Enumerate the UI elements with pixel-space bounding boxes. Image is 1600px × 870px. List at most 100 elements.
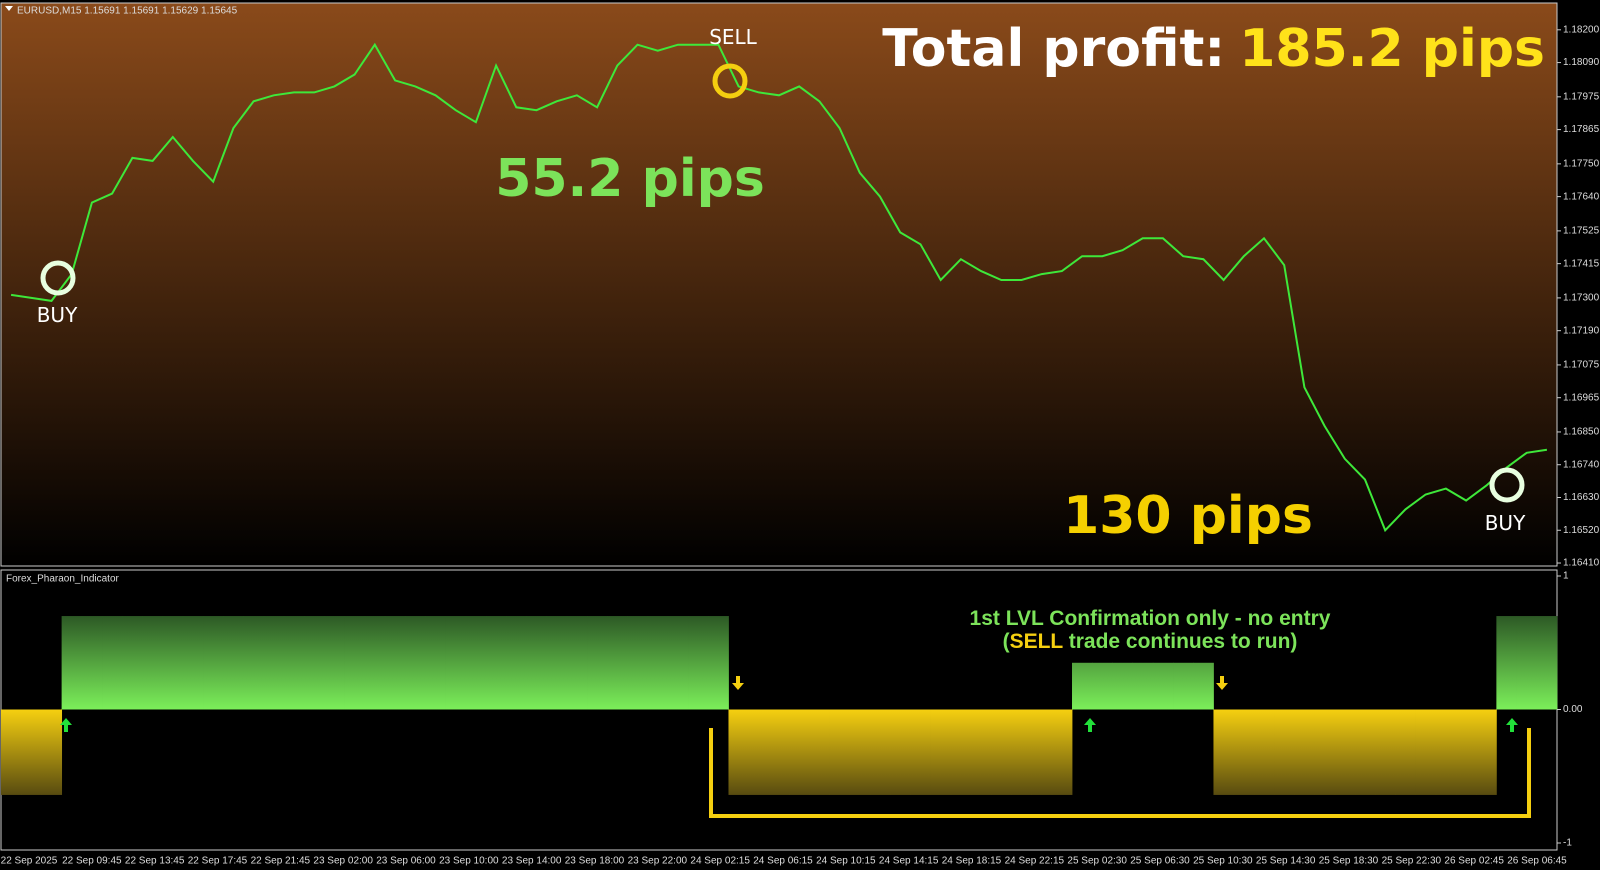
- indicator-bar: [1031, 709, 1053, 795]
- note-part: trade continues to run): [1063, 630, 1298, 653]
- x-tick-label: 26 Sep 02:45: [1444, 856, 1504, 867]
- indicator-bar: [1455, 709, 1477, 795]
- y-tick-label: 1.17525: [1563, 226, 1600, 237]
- indicator-bar: [142, 616, 164, 710]
- up-arrows: [60, 718, 1518, 732]
- x-tick-label: 23 Sep 22:00: [628, 856, 688, 867]
- buy-marker: [40, 260, 76, 296]
- main-border: [0, 2, 1558, 567]
- indicator-bar: [304, 616, 325, 710]
- indicator-bar: [1112, 662, 1134, 710]
- menu-triangle: [5, 6, 13, 11]
- indicator-group: [1, 616, 1558, 795]
- sell-marker: [712, 63, 748, 99]
- indicator-bar: [1233, 709, 1255, 795]
- x-tick-label: 25 Sep 22:30: [1382, 856, 1442, 867]
- x-tick-label: 25 Sep 02:30: [1067, 856, 1127, 867]
- indicator-title: Forex_Pharaon_Indicator: [6, 574, 120, 585]
- x-tick-label: 23 Sep 06:00: [376, 856, 436, 867]
- indicator-bar: [587, 616, 608, 710]
- indicator-bar: [950, 709, 972, 795]
- signal-label: BUY: [1485, 511, 1526, 535]
- price-group: [10, 42, 1548, 533]
- indicator-bar: [869, 709, 891, 795]
- indicator-bar: [81, 616, 103, 710]
- y-tick-label: 1.17415: [1563, 258, 1600, 269]
- profit-text: Total profit: 185.2 pips: [882, 19, 1545, 79]
- y-tick-label: 1.18200: [1563, 24, 1600, 35]
- x-tick-label: 24 Sep 22:15: [1005, 856, 1065, 867]
- x-tick-label: 24 Sep 14:15: [879, 856, 939, 867]
- y-tick-label: 1.17075: [1563, 360, 1600, 371]
- indicator-bar: [1415, 709, 1437, 795]
- indicator-bar: [506, 616, 527, 710]
- indicator-bar: [789, 709, 810, 795]
- annotation: 55.2 pips: [495, 149, 765, 209]
- indicator-bar: [728, 709, 750, 795]
- y-tick-label: 1.17975: [1563, 91, 1600, 102]
- profit-value: 185.2 pips: [1239, 19, 1545, 79]
- indicator-bar: [1496, 616, 1517, 710]
- indicator-bar: [243, 616, 265, 710]
- indicator-bar: [384, 616, 406, 710]
- indicator-bar: [1193, 662, 1214, 710]
- x-tick-label: 25 Sep 06:30: [1130, 856, 1190, 867]
- y-tick-label: 1.16850: [1563, 427, 1600, 438]
- x-tick-label: 24 Sep 06:15: [753, 856, 813, 867]
- down-arrows: [732, 676, 1228, 690]
- buy-marker: [1489, 467, 1525, 503]
- indicator-bar: [21, 709, 42, 795]
- indicator-bar: [1132, 662, 1154, 710]
- y-tick-label: 0.00: [1563, 704, 1583, 715]
- indicator-bar: [1152, 662, 1174, 710]
- y-tick-label: 1.16520: [1563, 525, 1600, 536]
- indicator-bar: [566, 616, 588, 710]
- x-tick-label: 23 Sep 14:00: [502, 856, 562, 867]
- up-arrow: [1506, 718, 1518, 732]
- down-arrow: [1216, 676, 1228, 690]
- note-part: (: [1003, 630, 1010, 653]
- indicator-bar: [1072, 662, 1093, 710]
- indicator-bar: [667, 616, 689, 710]
- indicator-bar: [708, 616, 729, 710]
- indicator-bar: [1334, 709, 1356, 795]
- y-tick-label: 1.17300: [1563, 293, 1600, 304]
- indicator-bar: [1536, 616, 1558, 710]
- symbol-header: EURUSD,M15 1.15691 1.15691 1.15629 1.156…: [17, 6, 238, 17]
- note-part: SELL: [1010, 630, 1064, 653]
- indicator-bar: [485, 616, 507, 710]
- y-tick-label: 1.17865: [1563, 124, 1600, 135]
- indicator-bar: [102, 616, 123, 710]
- signal-label: BUY: [37, 303, 78, 327]
- indicator-bar: [970, 709, 992, 795]
- x-tick-label: 25 Sep 14:30: [1256, 856, 1316, 867]
- indicator-bar: [1274, 709, 1295, 795]
- indicator-bar: [627, 616, 649, 710]
- x-tick-label: 24 Sep 18:15: [942, 856, 1002, 867]
- up-arrow: [1084, 718, 1096, 732]
- indicator-bar: [1354, 709, 1376, 795]
- y-tick-label: 1.16410: [1563, 558, 1600, 569]
- x-tick-label: 23 Sep 02:00: [313, 856, 373, 867]
- indicator-bar: [910, 709, 931, 795]
- indicator-bar: [41, 709, 63, 795]
- indicator-bar: [546, 616, 568, 710]
- x-tick-label: 26 Sep 06:45: [1507, 856, 1567, 867]
- y-tick-label: 1.16630: [1563, 492, 1600, 503]
- indicator-bar: [930, 709, 952, 795]
- indicator-bar: [809, 709, 830, 795]
- indicator-bar: [425, 616, 446, 710]
- x-tick-label: 22 Sep 2025: [1, 856, 58, 867]
- x-tick-label: 23 Sep 10:00: [439, 856, 499, 867]
- y-tick-label: 1.17640: [1563, 191, 1600, 202]
- indicator-bar: [405, 616, 426, 710]
- indicator-bar: [829, 709, 851, 795]
- indicator-bar: [344, 616, 366, 710]
- indicator-bar: [1294, 709, 1315, 795]
- indicator-bar: [1395, 709, 1416, 795]
- x-tick-label: 24 Sep 02:15: [690, 856, 750, 867]
- indicator-bar: [465, 616, 487, 710]
- indicator-bar: [647, 616, 669, 710]
- y-tick-label: 1.16965: [1563, 392, 1600, 403]
- y-tick-label: 1.17750: [1563, 158, 1600, 169]
